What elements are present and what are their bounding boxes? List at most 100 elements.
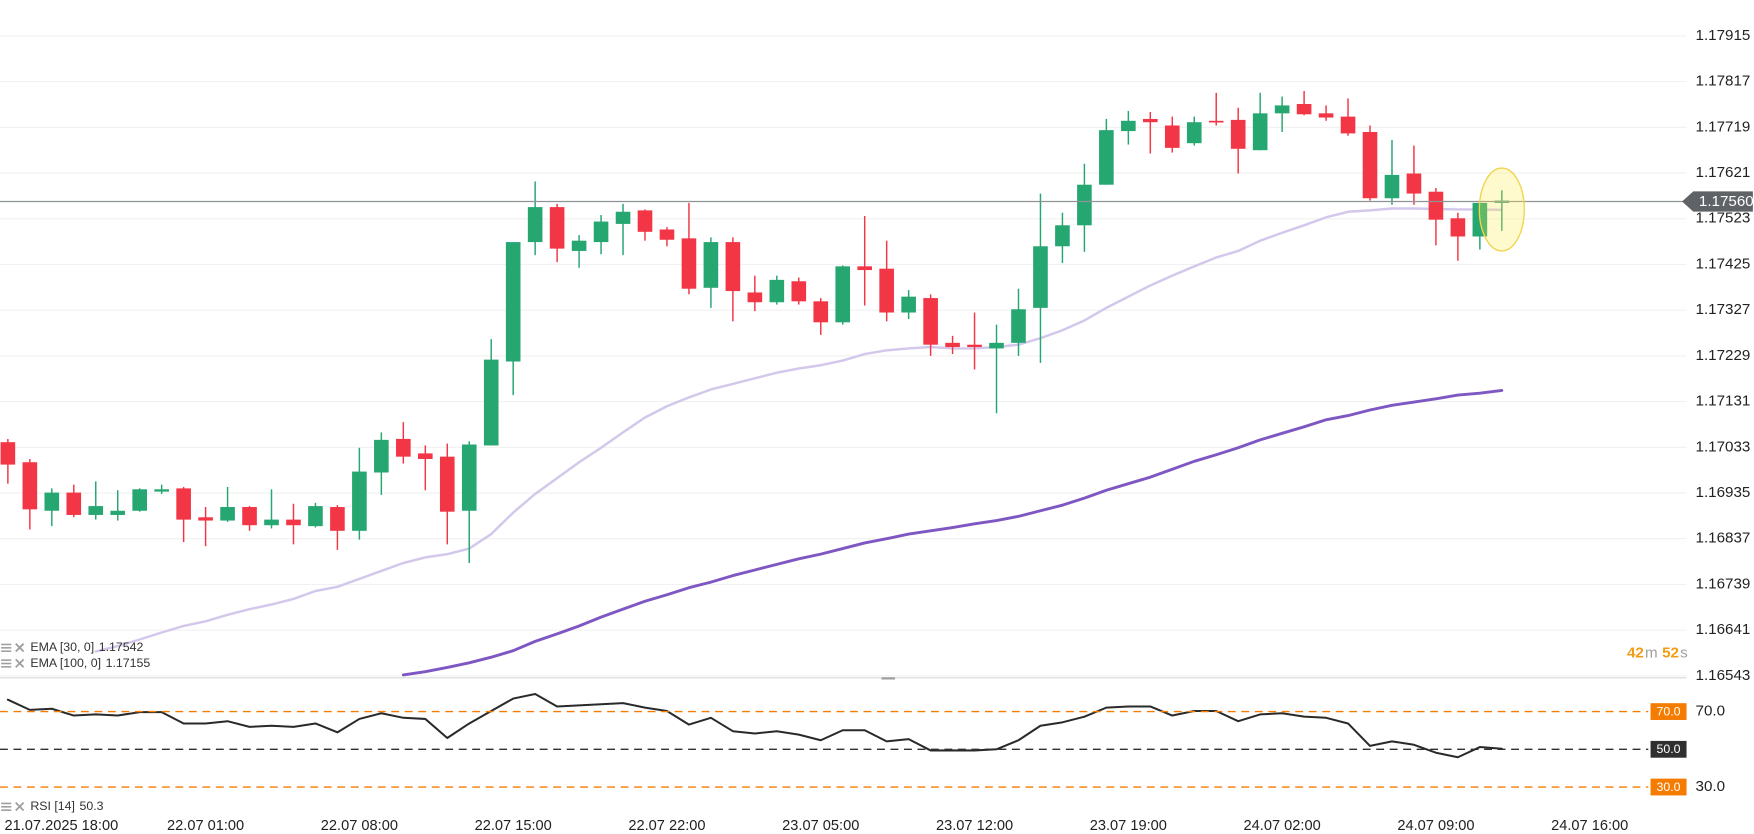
countdown-seconds-unit: s — [1680, 645, 1688, 662]
legend-icon — [1, 650, 12, 652]
countdown-seconds: 52 — [1662, 645, 1679, 662]
current-price-tag — [1682, 191, 1753, 212]
candle-body — [989, 342, 1004, 349]
candle-body — [483, 359, 499, 446]
legend-icon — [1, 647, 12, 649]
axes: 1.17915 1.17817 1.17719 1.17621 1.17523 1.174… — [0, 27, 1754, 834]
level-tag — [1650, 703, 1687, 720]
candle-body — [1406, 173, 1422, 194]
legend-value: 50.3 — [79, 799, 103, 813]
y-tick-label: 30.0 — [1696, 778, 1726, 795]
candle-body — [967, 344, 982, 348]
x-tick-label: 23.07 12:00 — [936, 818, 1013, 834]
legend-icon — [1, 802, 12, 805]
candle-body — [1450, 218, 1466, 237]
candle-body — [1428, 191, 1444, 220]
rsi-panel — [6, 693, 1503, 759]
candle-body — [1077, 184, 1092, 226]
legend-icon — [1, 662, 12, 665]
legend-value: 1.17542 — [99, 640, 144, 654]
candle-body — [242, 507, 257, 526]
candle-body — [352, 471, 367, 531]
legend-name: EMA [30, 0] — [30, 640, 94, 654]
candle-body — [154, 489, 169, 492]
candle-body — [396, 438, 411, 457]
x-tick-label: 22.07 22:00 — [628, 818, 705, 834]
y-tick-label: 1.16641 — [1696, 621, 1751, 638]
legend-name: RSI [14] — [30, 799, 75, 813]
candle-body — [264, 519, 279, 526]
candle-body — [505, 242, 521, 362]
y-tick-label: 1.17229 — [1696, 347, 1751, 364]
candle-body — [1318, 113, 1334, 118]
candle-body — [1033, 246, 1048, 308]
candle-body — [461, 444, 477, 511]
candle-body — [417, 453, 433, 459]
y-tick-label: 1.16935 — [1696, 484, 1751, 501]
y-tick-label: 1.16837 — [1696, 530, 1751, 547]
candle-body — [615, 211, 631, 224]
current-price-label: 1.17560 — [1699, 193, 1754, 210]
legend-icon — [1, 809, 12, 811]
candle-body — [1362, 132, 1378, 199]
candle-body — [703, 242, 719, 288]
legend-entry: EMA [100, 0] 1.17155 — [30, 656, 150, 670]
candle-body — [747, 292, 763, 303]
candle-body — [813, 301, 829, 323]
candle-body — [1384, 174, 1400, 199]
candle-body — [835, 266, 851, 323]
candle-body — [88, 506, 104, 515]
candle-body — [725, 242, 741, 292]
candle-body — [44, 492, 60, 511]
candle-body — [308, 506, 323, 527]
legend-value: 1.17155 — [106, 656, 151, 670]
legend-icon — [1, 806, 12, 808]
candle-body — [1143, 118, 1158, 123]
candle-body — [1230, 119, 1246, 149]
level-label: 70.0 — [1657, 704, 1681, 718]
y-tick-label: 1.17131 — [1696, 393, 1751, 410]
candle-body — [901, 296, 916, 313]
y-tick-label: 1.17523 — [1696, 210, 1751, 227]
candle-body — [681, 238, 697, 289]
x-tick-label: 22.07 01:00 — [167, 818, 244, 834]
legend-entry: RSI [14] 50.3 — [30, 799, 103, 813]
y-tick-label: 1.17033 — [1696, 438, 1751, 455]
y-tick-label: 1.17327 — [1696, 301, 1751, 318]
x-tick-label: 24.07 02:00 — [1244, 818, 1321, 834]
candle-body — [0, 442, 16, 465]
candle-body — [1099, 130, 1114, 185]
level-label: 50.0 — [1657, 742, 1681, 756]
series-line — [94, 207, 1504, 653]
y-tick-label: 1.17621 — [1696, 164, 1751, 181]
candle-body — [439, 456, 455, 512]
x-tick-label: 23.07 05:00 — [782, 818, 859, 834]
legend-name: EMA [100, 0] — [30, 656, 101, 670]
x-tick-label: 23.07 19:00 — [1090, 818, 1167, 834]
y-tick-label: 1.16739 — [1696, 575, 1751, 592]
candle-body — [1274, 105, 1290, 114]
candle-body — [857, 266, 873, 271]
y-tick-label: 1.17719 — [1696, 118, 1751, 135]
x-tick-label: 22.07 15:00 — [475, 818, 552, 834]
legend-icon — [1, 643, 12, 646]
legend-remove-icon — [15, 658, 25, 668]
grid — [0, 35, 1687, 677]
level-tag — [1650, 778, 1687, 796]
legend-remove-icon — [15, 643, 25, 653]
price-panel — [0, 90, 1510, 677]
candle-body — [220, 507, 235, 521]
x-tick-label: 21.07.2025 18:00 — [4, 818, 118, 834]
panel-resize-handle[interactable] — [881, 677, 895, 680]
legend-entry: EMA [30, 0] 1.17542 — [30, 640, 143, 654]
candle-body — [1011, 309, 1026, 343]
candle-body — [1252, 113, 1268, 151]
candle-body — [549, 207, 565, 249]
candle-body — [1208, 120, 1224, 123]
y-tick-label: 1.17817 — [1696, 73, 1751, 90]
level-tag — [1650, 740, 1687, 758]
candle-body — [330, 507, 345, 531]
legend-remove-icon — [15, 802, 25, 812]
